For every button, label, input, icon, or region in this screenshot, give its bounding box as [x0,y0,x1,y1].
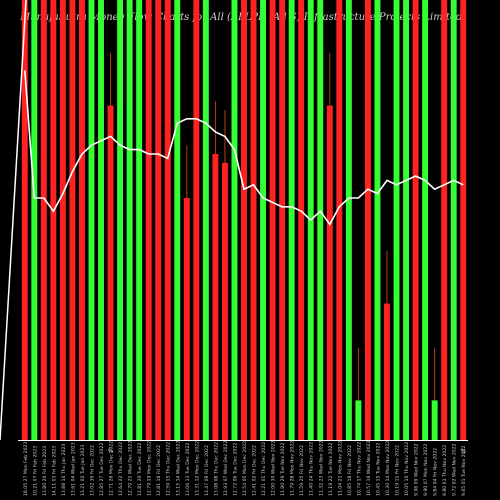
bar-6 [79,0,85,440]
bar-34 [345,0,352,440]
bar-19 [202,0,209,440]
bar-28 [288,0,295,440]
x-tick-label: 9.96 09 Wed Nov 2022 [414,443,420,496]
x-tick-label: 12.93 07 Wed Dec 2022 [223,440,229,496]
x-tick-label: 12.21 01 Thu Dec 2022 [261,442,267,496]
x-tick-label: 9.72 02 Wed Nov 2022 [452,443,458,496]
bar-45 [450,0,457,440]
bar-22 [231,0,238,440]
bar-16 [174,0,181,440]
x-tick-label: 11.19 22 Tue Nov 2022 [328,443,334,496]
x-tick-label: 12.81 20 Tue Dec 2022 [137,443,143,496]
x-tick-label: 10.30 14 Mon Nov 2022 [385,441,391,496]
bar-10 [117,0,124,440]
money-flow-line [24,70,464,226]
bar-27 [279,0,286,440]
x-tick-label: 13.08 08 Thu Dec 2022 [213,442,219,496]
bar-4 [59,0,66,440]
x-tick-label: 13.47 09 Fri Dec 2022 [204,445,210,496]
x-tick-label: 13.88 14 Thu Jan 2023 [61,444,67,496]
bar-20 [212,154,219,440]
bar-0 [21,0,28,440]
bar-36 [364,0,371,440]
bar-33 [336,0,343,440]
x-tick-label: 12.79 19 Mon Dec 2022 [147,441,153,496]
x-tick-label: 12.64 22 Thu Dec 2022 [118,442,124,496]
bar-46 [460,0,467,440]
x-tick-label: 9.84 04 Fri Nov 2022 [433,448,439,496]
bar-40 [403,0,409,440]
bar-5 [69,0,76,440]
x-tick-label: 10.57 16 Wed Nov 2022 [366,440,372,496]
bar-24 [250,0,257,440]
x-tick-label: 12.00 30 Wed Nov 2022 [271,440,277,496]
x-tick-label: 18.05 27 Mon Feb 2023 [23,442,29,496]
x-tick-label: 13.02 30 Fri Dec 2022 [90,445,96,496]
marker-label: % [460,448,466,455]
bar-38 [384,303,390,440]
bar-11 [126,0,133,440]
bar-18 [193,0,200,440]
x-tick-label: 10.21 07 Fri Feb 2023 [32,446,38,496]
x-tick-label: 12.70 21 Wed Dec 2022 [128,440,134,496]
x-tick-label: 11.32 23 Wed Nov 2022 [318,440,324,496]
x-tick-label: 12.71 26 Mon Dec 2022 [109,441,115,496]
x-tick-label: 11.79 28 Mon Nov 2022 [290,441,296,496]
x-tick-label: 11.04 21 Mon Nov 2022 [337,441,343,496]
bar-25 [260,0,267,440]
bar-15 [164,0,171,440]
x-tick-label: 14.11 03 Fri Feb 2023 [51,446,57,496]
bar-32 [326,105,333,440]
bar-37 [374,0,381,440]
bar-7 [88,0,95,440]
bar-9 [107,105,114,440]
bar-26 [269,0,276,440]
bar-14 [155,0,162,440]
bar-13 [145,0,152,440]
x-tick-label: 9.80 03 Thu Nov 2022 [442,445,448,496]
x-tick-label: 10.74 17 Thu Nov 2022 [356,442,362,496]
bar-35 [355,400,362,440]
x-tick-label: 12.72 06 Tue Dec 2022 [233,443,239,496]
bar-41 [412,0,419,440]
x-tick-label: 9.90 07 Mon Nov 2022 [423,444,429,496]
x-tick-label: 12.81 16 Fri Dec 2022 [156,445,162,496]
x-tick-label: 13.15 14 Wed Dec 2022 [175,440,181,496]
x-tick-label: 12.59 15 Thu Dec 2022 [166,442,172,496]
bar-12 [136,0,143,440]
lead-line [0,0,27,441]
bar-42 [422,0,429,440]
x-tick-label: 13.61 04 Wed Jan 2023 [70,442,76,496]
x-tick-label: 11.59 25 Fri Nov 2022 [299,445,305,496]
x-tick-label: 9.65 01 Tue Nov 2022 [461,446,467,496]
x-tick-label: 12.54 05 Mon Dec 2022 [242,441,248,496]
bar-31 [317,0,324,440]
x-tick-label: 10.05 10 Thu Nov 2022 [404,442,410,496]
x-tick-label: 13.31 12 Mon Dec 2022 [194,441,200,496]
bar-23 [241,0,247,440]
x-tick-label: 10.19 11 Fri Nov 2022 [395,445,401,496]
bar-39 [393,0,400,440]
bar-21 [221,162,228,441]
x-tick-label: 12.41 02 Fri Dec 2022 [252,445,258,496]
x-tick-label: 10.45 15 Tue Nov 2022 [375,443,381,496]
bar-8 [98,0,104,440]
bar-44 [441,0,448,440]
x-tick-label: 13.06 13 Tue Dec 2022 [185,443,191,496]
marker-label: % [108,448,114,455]
bar-29 [298,0,305,440]
bar-2 [40,0,47,440]
x-tick-label: 13.21 02 Tue Jan 2023 [80,444,86,496]
bar-43 [431,400,438,440]
bar-1 [31,0,38,440]
x-tick-label: 10.85 18 Fri Nov 2022 [347,445,353,496]
x-tick-label: 11.40 24 Thu Nov 2022 [309,442,315,496]
x-tick-label: 12.85 27 Tue Dec 2022 [99,443,105,496]
bar-3 [50,0,57,440]
bar-17 [183,198,190,440]
x-tick-label: 11.90 29 Tue Nov 2022 [280,443,286,496]
x-tick-label: 13.80 20 Fri Feb 2023 [42,446,48,496]
